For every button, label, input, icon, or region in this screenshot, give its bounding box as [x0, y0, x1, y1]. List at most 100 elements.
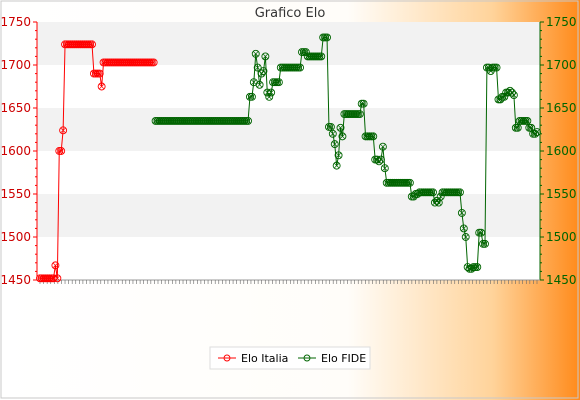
data-point-cross: [335, 152, 342, 159]
data-point-cross: [96, 70, 103, 77]
left-tick-label: 1750: [0, 15, 31, 29]
data-point: [242, 116, 251, 125]
data-point-cross: [436, 199, 442, 206]
data-point: [321, 33, 330, 42]
data-point: [315, 52, 324, 61]
data-point-cross: [476, 229, 482, 236]
data-point: [323, 33, 331, 42]
grid-band: [37, 237, 540, 280]
data-point: [247, 92, 256, 101]
data-point: [353, 110, 362, 118]
chart-title: Grafico Elo: [255, 6, 326, 21]
data-point: [454, 188, 462, 197]
data-point: [88, 40, 96, 49]
data-point: [479, 239, 488, 248]
data-point: [59, 126, 68, 135]
data-point: [475, 228, 484, 237]
data-point: [471, 263, 480, 272]
data-point-cross: [491, 64, 498, 71]
data-point: [97, 82, 106, 91]
data-point: [296, 63, 305, 72]
legend-swatch-marker: [223, 354, 231, 362]
data-point: [257, 69, 266, 78]
data-point: [334, 151, 343, 160]
data-point-cross: [493, 64, 500, 71]
data-point-cross: [382, 165, 388, 171]
axes: 1450 1450 1500 1500 1550 1550 1600 1600 1650 1650…: [0, 15, 576, 287]
data-point-cross: [58, 148, 64, 154]
left-tick-label: 1550: [0, 187, 31, 201]
data-point: [357, 99, 366, 108]
data-point: [244, 116, 252, 125]
data-point: [253, 63, 262, 72]
data-point-cross: [56, 148, 63, 154]
data-point: [95, 69, 104, 78]
data-point-cross: [430, 189, 436, 196]
data-point-cross: [297, 64, 303, 71]
data-point-cross: [372, 156, 378, 163]
data-point-cross: [260, 68, 267, 74]
data-point-cross: [370, 133, 377, 140]
left-tick-label: 1650: [0, 101, 31, 115]
data-point: [328, 129, 337, 138]
data-point-cross: [253, 51, 259, 57]
data-point-cross: [337, 125, 344, 131]
data-point-cross: [478, 229, 484, 236]
data-point-cross: [54, 275, 61, 282]
legend-box: [209, 346, 371, 370]
data-point-cross: [339, 133, 346, 140]
data-point: [47, 274, 56, 283]
data-point-cross: [333, 162, 340, 169]
data-point: [261, 52, 270, 61]
data-point-cross: [243, 118, 249, 124]
data-point: [149, 58, 158, 67]
data-point: [477, 228, 486, 237]
data-point-cross: [355, 111, 361, 117]
data-point-cross: [318, 53, 324, 60]
data-point-cross: [254, 64, 261, 71]
data-point-cross: [407, 180, 413, 186]
data-point-cross: [514, 125, 521, 131]
data-point: [378, 142, 387, 151]
data-point-cross: [522, 118, 529, 124]
grid-band: [37, 151, 540, 194]
data-point: [57, 147, 66, 155]
data-point-cross: [530, 131, 536, 137]
data-point: [369, 132, 378, 141]
data-point: [367, 132, 376, 141]
data-point-cross: [326, 124, 332, 130]
data-point-cross: [405, 180, 411, 186]
data-point: [371, 155, 380, 164]
data-point: [274, 78, 283, 87]
data-point: [434, 198, 443, 207]
grid-band: [37, 65, 540, 108]
grid-band: [37, 22, 540, 65]
data-point: [332, 161, 341, 170]
data-point: [251, 49, 260, 58]
data-point: [459, 224, 468, 233]
data-point-cross: [455, 189, 461, 196]
data-point: [336, 123, 345, 132]
data-point: [533, 128, 541, 137]
right-tick-label: 1500: [546, 230, 577, 244]
left-tick-label: 1500: [0, 230, 31, 244]
data-point: [51, 261, 60, 270]
data-point: [508, 88, 516, 97]
data-point: [93, 69, 102, 78]
right-tick-label: 1450: [546, 273, 577, 287]
data-point-cross: [324, 34, 330, 41]
data-point: [86, 40, 95, 49]
data-point: [317, 52, 326, 61]
right-tick-label: 1700: [546, 58, 577, 72]
data-point: [55, 147, 64, 155]
data-point-cross: [87, 41, 93, 48]
legend-label: Elo FIDE: [321, 352, 366, 365]
data-point: [461, 233, 470, 241]
data-point-cross: [331, 141, 338, 147]
data-point: [457, 208, 466, 217]
data-point: [147, 58, 156, 67]
data-point-cross: [360, 100, 367, 107]
data-point-cross: [466, 266, 473, 272]
data-point-cross: [472, 264, 479, 270]
right-tick-label: 1600: [546, 144, 577, 158]
